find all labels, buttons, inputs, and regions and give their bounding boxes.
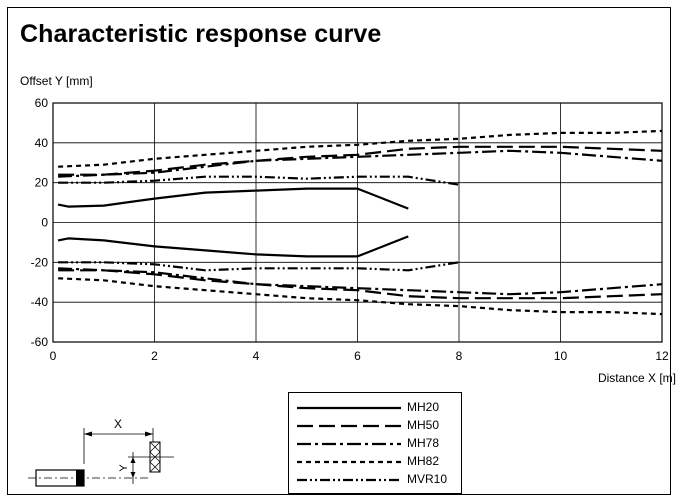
legend-swatch	[297, 460, 401, 464]
legend: MH20 MH50 MH78 MH82 MVR10	[288, 392, 462, 494]
x-tick-label: 6	[354, 349, 361, 363]
legend-item-mh78: MH78	[289, 435, 461, 453]
plot-area	[52, 102, 663, 343]
y-tick-label: -60	[31, 335, 49, 349]
x-tick-label: 2	[151, 349, 158, 363]
series-line-mh78-lower	[58, 267, 663, 296]
y-tick-label: 40	[35, 136, 49, 150]
sketch-x-label: X	[114, 417, 122, 431]
series-line-mh50-upper	[58, 145, 663, 176]
series-line-mh20-lower	[57, 235, 409, 258]
sketch-y-label: Y	[118, 464, 130, 472]
series-line-mh20-upper	[57, 187, 409, 210]
y-tick-label: 60	[35, 96, 49, 110]
legend-label: MH82	[407, 454, 440, 468]
legend-item-mh50: MH50	[289, 417, 461, 435]
series-line-mh82-upper	[58, 129, 663, 168]
series-line-mvr10-upper	[58, 175, 460, 186]
legend-swatch	[297, 442, 401, 446]
y-tick-label: -20	[31, 255, 49, 269]
x-tick-label: 8	[456, 349, 463, 363]
setup-sketch: X Y	[28, 417, 174, 487]
y-axis-label: Offset Y [mm]	[20, 74, 93, 88]
y-tick-label: 20	[35, 176, 49, 190]
legend-item-mh82: MH82	[289, 453, 461, 471]
legend-swatch	[297, 424, 401, 428]
chart-title: Characteristic response curve	[20, 20, 382, 48]
legend-item-mh20: MH20	[289, 399, 461, 417]
figure-frame	[7, 7, 671, 495]
legend-label: MH78	[407, 436, 440, 450]
x-tick-label: 0	[50, 349, 57, 363]
x-tick-label: 10	[554, 349, 568, 363]
legend-swatch	[297, 478, 401, 482]
series-line-mh78-upper	[58, 149, 663, 178]
legend-label: MVR10	[407, 472, 448, 486]
series-line-mvr10-lower	[58, 261, 460, 272]
legend-item-mvr10: MVR10	[289, 471, 461, 489]
y-tick-label: -40	[31, 295, 49, 309]
series-line-mh82-lower	[58, 277, 663, 316]
x-tick-label: 12	[655, 349, 669, 363]
legend-label: MH50	[407, 418, 440, 432]
x-tick-label: 4	[253, 349, 260, 363]
y-tick-label: 0	[41, 216, 48, 230]
series-line-mh50-lower	[58, 269, 663, 300]
legend-swatch	[297, 406, 401, 410]
x-axis-label: Distance X [m]	[598, 371, 676, 385]
legend-label: MH20	[407, 400, 440, 414]
